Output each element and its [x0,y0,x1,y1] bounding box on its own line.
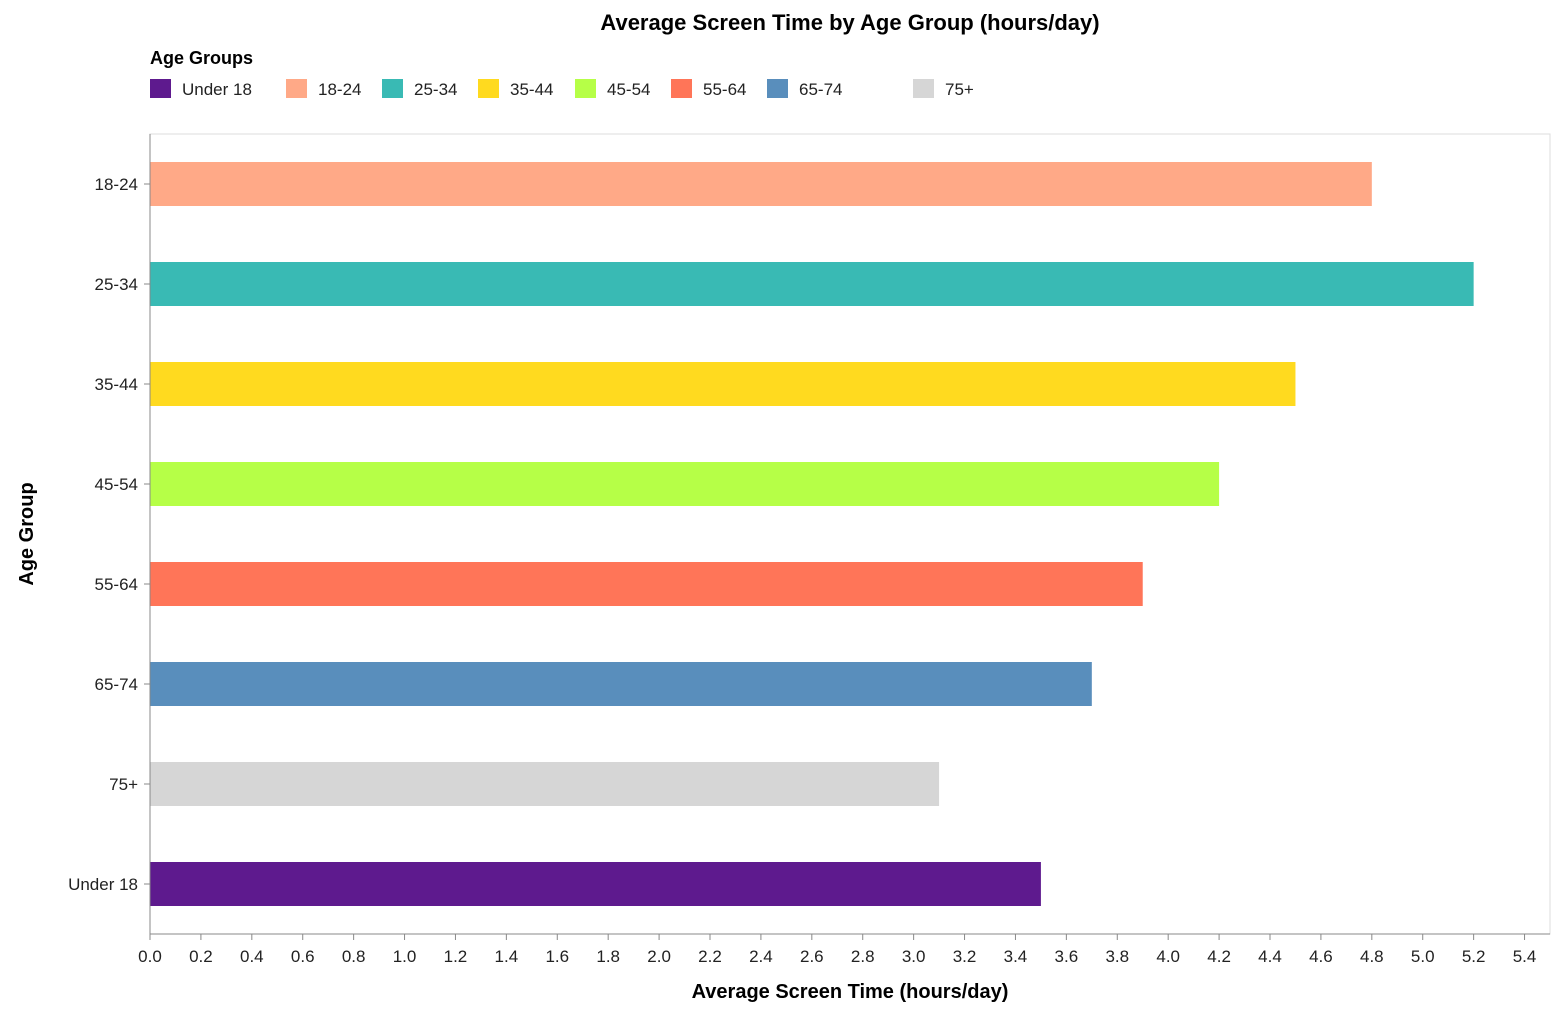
bar-55-64 [150,562,1143,606]
x-tick-label: 2.2 [698,947,722,966]
legend: Under 18 18-24 25-34 35-44 45-54 55-64 65-74 75… [150,79,974,99]
y-tick-label: 35-44 [95,375,138,394]
x-axis-label: Average Screen Time (hours/day) [692,981,1009,1003]
x-tick-label: 5.2 [1462,947,1486,966]
legend-label: 45-54 [607,80,650,99]
x-tick-label: 0.4 [240,947,264,966]
x-tick-label: 4.8 [1360,947,1384,966]
legend-title: Age Groups [150,48,253,68]
y-tick-label: 55-64 [95,575,138,594]
x-tick-label: 1.4 [495,947,519,966]
legend-swatch [150,79,171,98]
x-tick-label: 3.6 [1055,947,1079,966]
x-tick-label: 2.4 [749,947,773,966]
x-tick-label: 2.8 [851,947,875,966]
x-tick-label: 2.0 [647,947,671,966]
bar-35-44 [150,362,1296,406]
legend-label: 65-74 [799,80,842,99]
legend-swatch [575,79,596,98]
y-axis-ticks: 18-24 25-34 35-44 45-54 55-64 65-74 75+ Under 1… [68,175,150,894]
legend-swatch [767,79,788,98]
bar-25-34 [150,262,1474,306]
bar-65-74 [150,662,1092,706]
legend-swatch [478,79,499,98]
x-tick-label: 3.0 [902,947,926,966]
legend-label: 75+ [945,80,974,99]
chart-title: Average Screen Time by Age Group (hours/… [600,10,1099,35]
x-tick-label: 5.0 [1411,947,1435,966]
x-tick-label: 0.0 [138,947,162,966]
x-tick-label: 4.6 [1309,947,1333,966]
legend-label: 25-34 [414,80,457,99]
y-axis-label: Age Group [16,482,38,585]
y-tick-label: Under 18 [68,875,138,894]
plot-frame [149,133,1551,935]
legend-label: 18-24 [318,80,361,99]
x-tick-label: 3.2 [953,947,977,966]
y-tick-label: 18-24 [95,175,138,194]
legend-label: 35-44 [510,80,553,99]
x-tick-label: 2.6 [800,947,824,966]
x-tick-label: 3.4 [1004,947,1028,966]
bar-18-24 [150,162,1372,206]
x-tick-label: 4.2 [1207,947,1231,966]
x-tick-label: 1.6 [545,947,569,966]
x-tick-label: 4.4 [1258,947,1282,966]
x-tick-label: 1.2 [444,947,468,966]
x-tick-label: 4.0 [1156,947,1180,966]
x-tick-label: 1.0 [393,947,417,966]
bar-45-54 [150,462,1220,506]
y-tick-label: 65-74 [95,675,138,694]
x-tick-label: 0.6 [291,947,315,966]
y-tick-label: 25-34 [95,275,138,294]
bars-group [150,162,1474,906]
legend-label: 55-64 [703,80,746,99]
y-tick-label: 75+ [109,775,138,794]
legend-swatch [671,79,692,98]
legend-swatch [913,79,934,98]
x-tick-label: 0.8 [342,947,366,966]
bar-under-18 [150,862,1041,906]
x-tick-label: 1.8 [596,947,620,966]
x-axis-ticks: 0.0 0.2 0.4 0.6 0.8 1.0 1.2 1.4 1.6 1.8 2.0 2.2 2.4 2… [138,934,1536,966]
legend-swatch [382,79,403,98]
y-tick-label: 45-54 [95,475,138,494]
x-tick-label: 5.4 [1513,947,1537,966]
x-tick-label: 0.2 [189,947,213,966]
plot-area: 18-24 25-34 35-44 45-54 55-64 65-74 75+ Under 1… [68,133,1551,966]
legend-label: Under 18 [182,80,252,99]
legend-swatch [286,79,307,98]
x-tick-label: 3.8 [1105,947,1129,966]
bar-75- [150,762,940,806]
